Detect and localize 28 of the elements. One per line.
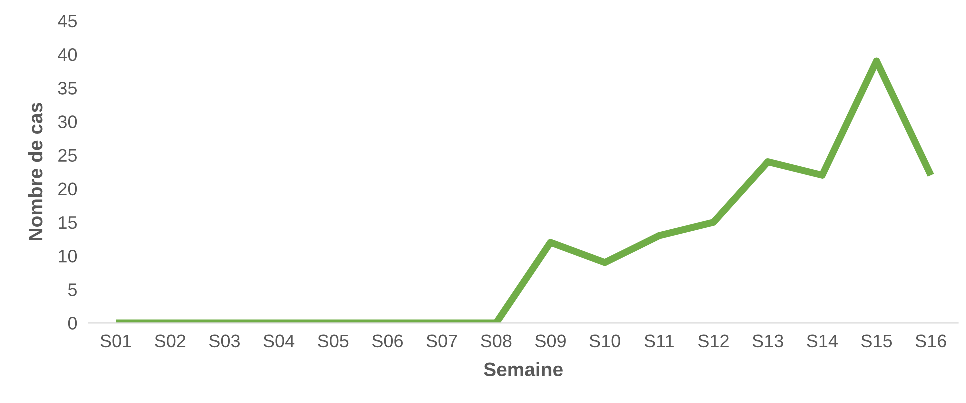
x-tick-label: S04 <box>264 334 295 348</box>
x-tick-label: S02 <box>155 334 186 348</box>
y-axis-title: Nombre de cas <box>28 103 43 240</box>
x-tick-label: S14 <box>807 334 838 348</box>
y-tick-label: 35 <box>58 82 78 95</box>
y-tick-label: 10 <box>59 250 78 263</box>
y-tick-label: 30 <box>58 116 78 128</box>
x-tick-label: S13 <box>752 334 784 348</box>
y-tick-label: 5 <box>68 284 78 296</box>
x-tick-label: S08 <box>481 334 512 348</box>
x-tick-label: S09 <box>536 334 566 348</box>
x-tick-label: S05 <box>318 334 349 348</box>
y-tick-label: 25 <box>58 149 78 162</box>
y-tick-label: 15 <box>59 216 78 230</box>
y-tick-label: 0 <box>68 317 78 330</box>
x-tick-label: S12 <box>698 334 729 348</box>
x-axis-title: Semaine <box>484 362 563 377</box>
x-tick-label: S01 <box>100 334 132 348</box>
y-tick-label: 45 <box>58 15 78 28</box>
x-tick-label: S03 <box>209 334 240 348</box>
x-tick-label: S07 <box>426 334 458 348</box>
y-tick-label: 20 <box>58 182 78 196</box>
x-tick-label: S15 <box>862 334 892 348</box>
y-tick-label: 40 <box>58 48 78 62</box>
x-tick-label: S16 <box>916 334 946 348</box>
x-tick-label: S10 <box>590 334 620 348</box>
x-tick-label: S06 <box>372 334 403 348</box>
x-tick-label: S11 <box>644 334 674 348</box>
